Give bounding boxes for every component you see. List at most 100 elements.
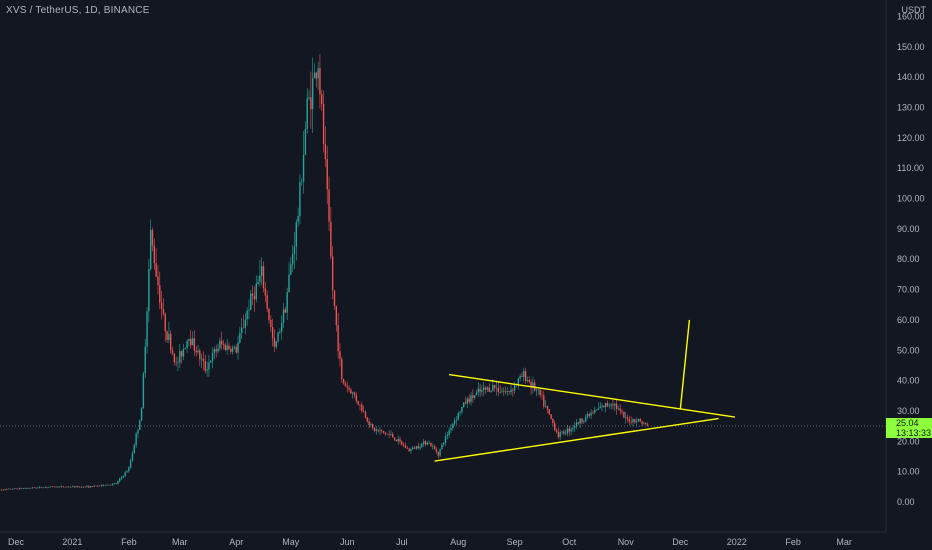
candle-body — [364, 411, 367, 418]
candle-body — [328, 189, 330, 222]
candle-body — [139, 420, 141, 430]
candle-body — [519, 375, 521, 379]
candle-body — [142, 373, 145, 409]
candle-body — [630, 421, 632, 423]
time-tick-label: Dec — [8, 537, 25, 547]
candle-body — [224, 344, 226, 351]
currency-label: USDT — [901, 5, 927, 15]
candle-body — [49, 486, 52, 487]
candle-body — [632, 419, 634, 423]
last-price-label: 25.04 13:13:33 — [886, 418, 932, 438]
candle-body — [344, 383, 347, 387]
candle-body — [537, 389, 540, 391]
candle-body — [548, 409, 550, 415]
candle-body — [608, 405, 611, 407]
candle-body — [4, 488, 6, 490]
candle-body — [137, 429, 139, 434]
candle-body — [384, 432, 387, 434]
candle-body — [29, 488, 32, 489]
candle-body — [524, 371, 527, 381]
triangle-trendline[interactable] — [434, 417, 719, 462]
candle-body — [517, 378, 520, 385]
candle-countdown: 13:13:33 — [896, 428, 932, 438]
candle-body — [588, 414, 590, 416]
candle-body — [51, 486, 54, 487]
candle-body — [9, 488, 12, 490]
candle-body — [637, 418, 640, 422]
candle-body — [95, 485, 97, 487]
candle-body — [170, 333, 172, 350]
candle-body — [382, 430, 385, 433]
candle-body — [453, 420, 456, 424]
candle-body — [452, 423, 454, 428]
candle-body — [550, 414, 552, 419]
price-tick-label: 130.00 — [897, 102, 925, 112]
candle-body — [286, 292, 288, 313]
candle-body — [544, 406, 547, 407]
candle-body — [200, 358, 203, 360]
candle-body — [33, 487, 35, 488]
candle-body — [402, 444, 405, 446]
candle-body — [213, 349, 216, 353]
candle-body — [99, 485, 101, 487]
candle-body — [282, 309, 285, 323]
candle-body — [324, 144, 327, 159]
candle-body — [129, 460, 132, 468]
price-tick-label: 150.00 — [897, 42, 925, 52]
triangle-trendline[interactable] — [449, 373, 736, 418]
candle-body — [472, 395, 474, 398]
candle-body — [339, 351, 341, 359]
candle-body — [373, 427, 376, 431]
candle-body — [186, 340, 188, 348]
candle-body — [166, 331, 168, 340]
candle-body — [357, 400, 359, 405]
candle-body — [239, 333, 241, 343]
candle-body — [242, 327, 245, 329]
candle-body — [412, 447, 414, 450]
candle-body — [512, 389, 514, 391]
candle-body — [119, 478, 121, 482]
candle-body — [113, 483, 115, 485]
candle-body — [281, 322, 283, 332]
candle-body — [193, 338, 196, 351]
candle-body — [352, 392, 354, 394]
candle-body — [266, 295, 268, 309]
candle-body — [348, 387, 350, 390]
candle-body — [135, 433, 137, 446]
breakout-projection-line[interactable] — [679, 319, 691, 410]
time-tick-label: Mar — [836, 537, 852, 547]
candle-body — [159, 285, 161, 303]
candle-body — [151, 229, 154, 246]
candle-body — [563, 431, 565, 434]
time-tick-label: Feb — [785, 537, 801, 547]
candle-body — [397, 439, 399, 442]
price-tick-label: 0.00 — [897, 497, 915, 507]
candle-body — [162, 309, 165, 314]
candle-body — [268, 308, 270, 321]
candle-body — [109, 484, 112, 486]
candle-body — [481, 389, 483, 392]
candle-body — [575, 422, 578, 427]
price-tick-label: 90.00 — [897, 224, 920, 234]
candle-body — [126, 471, 128, 473]
candle-body — [584, 417, 587, 422]
candle-body — [226, 345, 228, 351]
candle-body — [293, 246, 296, 255]
candle-body — [513, 384, 516, 391]
candle-body — [625, 417, 627, 418]
candle-body — [313, 72, 316, 79]
candle-body — [337, 325, 339, 352]
candle-body — [484, 387, 487, 390]
candle-body — [444, 436, 447, 443]
candle-body — [646, 424, 649, 426]
candle-body — [235, 346, 237, 353]
time-tick-label: Jun — [340, 537, 355, 547]
candle-body — [528, 380, 530, 383]
candle-body — [148, 269, 150, 312]
candle-body — [495, 387, 498, 389]
candle-body — [122, 475, 125, 478]
candle-body — [306, 98, 308, 130]
candle-body — [210, 361, 212, 363]
candle-body — [153, 245, 156, 264]
